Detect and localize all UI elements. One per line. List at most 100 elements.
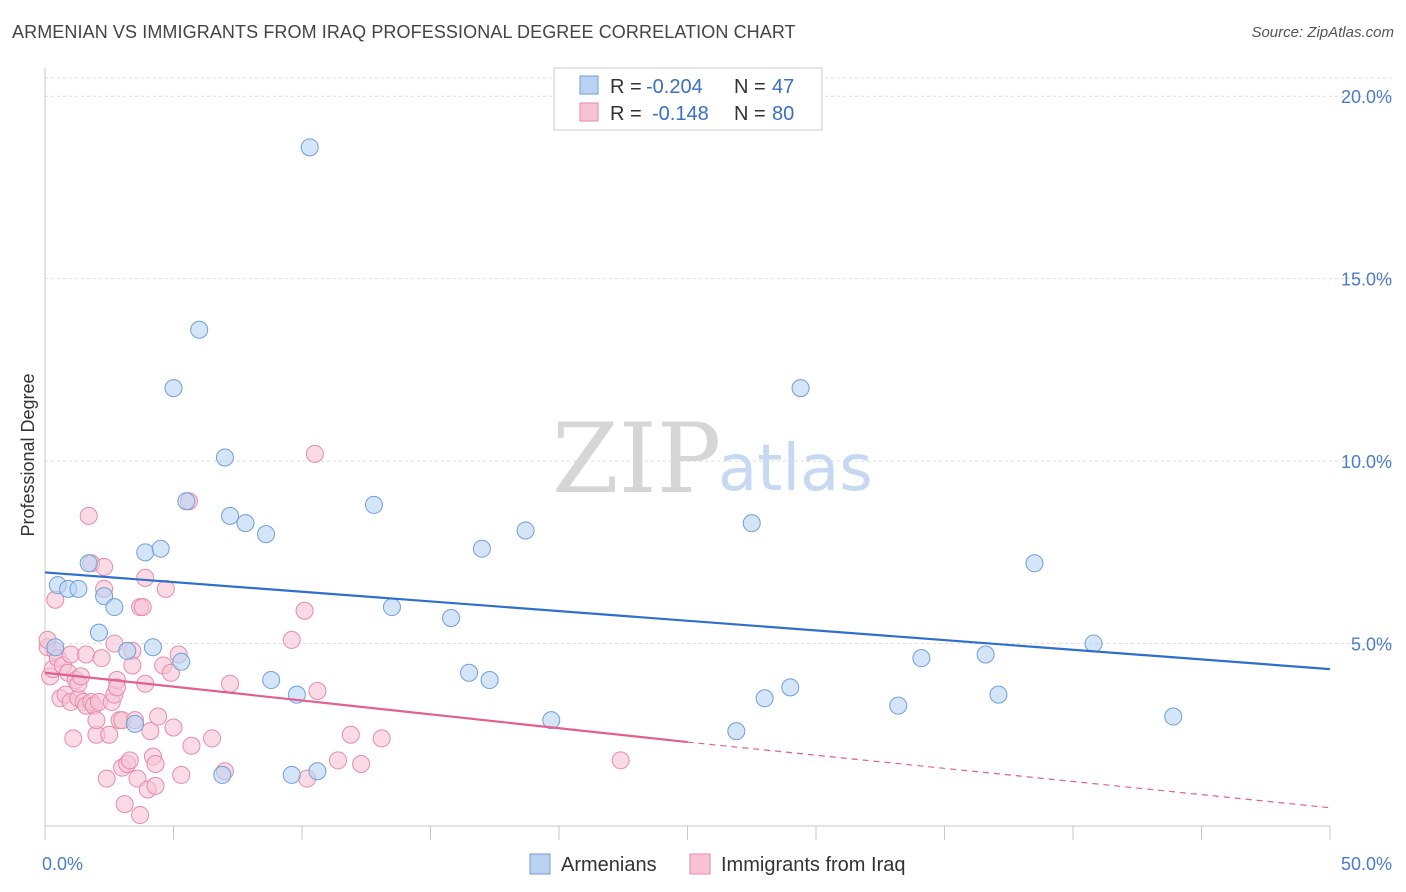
point-iraq-75	[328, 751, 347, 770]
y-tick-label-3: 20.0%	[1341, 87, 1392, 107]
legend-r-value-iraq: -0.148	[652, 103, 709, 125]
point-iraq-37	[107, 678, 126, 697]
point-armenians-18	[215, 448, 234, 467]
watermark-atlas: atlas	[718, 432, 873, 506]
point-iraq-47	[128, 769, 147, 788]
point-iraq-26	[87, 711, 106, 730]
y-tick-labels: 5.0% 10.0% 15.0% 20.0%	[1341, 87, 1392, 654]
x-tick-label-max: 50.0%	[1341, 854, 1392, 874]
y-tick-label-1: 10.0%	[1341, 452, 1392, 472]
correlation-legend: R = -0.204 N = 47 R = -0.148 N = 80	[553, 67, 823, 131]
point-armenians-45	[1084, 634, 1103, 653]
point-iraq-48	[131, 806, 150, 825]
watermark-zip: ZIP	[552, 403, 721, 515]
source-label: Source: ZipAtlas.com	[1251, 24, 1394, 41]
x-tick-labels: 0.0% 50.0%	[42, 854, 1392, 874]
legend-r-value-armenians: -0.204	[646, 76, 703, 98]
point-iraq-69	[221, 674, 240, 693]
point-armenians-16	[190, 320, 209, 339]
point-iraq-50	[133, 598, 152, 617]
point-armenians-32	[480, 671, 499, 690]
point-armenians-10	[136, 543, 155, 562]
x-tick-label-min: 0.0%	[42, 854, 83, 874]
point-armenians-20	[236, 514, 255, 533]
point-armenians-36	[742, 514, 761, 533]
point-iraq-76	[341, 725, 360, 744]
point-iraq-13	[64, 729, 83, 748]
legend-r-label-armenians: R =	[610, 76, 642, 98]
point-armenians-28	[382, 598, 401, 617]
point-armenians-25	[300, 138, 319, 157]
series-iraq-points	[38, 444, 630, 825]
axes	[44, 68, 1331, 840]
point-armenians-13	[164, 379, 183, 398]
point-iraq-77	[352, 754, 371, 773]
trend-line-iraq-extension	[687, 741, 1331, 809]
point-armenians-0	[46, 638, 65, 657]
point-armenians-8	[118, 641, 137, 660]
point-armenians-15	[177, 492, 196, 511]
y-tick-label-0: 5.0%	[1351, 635, 1392, 655]
point-armenians-7	[105, 598, 124, 617]
point-iraq-29	[95, 557, 114, 576]
point-iraq-21	[79, 506, 98, 525]
trend-lines	[44, 571, 1331, 809]
point-iraq-74	[308, 681, 327, 700]
point-iraq-61	[161, 663, 180, 682]
point-armenians-33	[516, 521, 535, 540]
series-legend: Armenians Immigrants from Iraq	[529, 853, 905, 876]
point-armenians-23	[282, 765, 301, 784]
series-armenians-points	[46, 138, 1183, 784]
point-armenians-19	[221, 506, 240, 525]
point-armenians-41	[912, 649, 931, 668]
bottom-legend-swatch-armenians	[529, 853, 551, 875]
point-iraq-58	[149, 707, 168, 726]
point-iraq-62	[164, 718, 183, 737]
point-iraq-57	[146, 754, 165, 773]
point-armenians-35	[727, 722, 746, 741]
point-armenians-38	[781, 678, 800, 697]
legend-n-label-armenians: N =	[734, 76, 766, 98]
point-armenians-37	[755, 689, 774, 708]
point-iraq-41	[115, 795, 134, 814]
point-armenians-26	[308, 762, 327, 781]
point-armenians-42	[976, 645, 995, 664]
point-armenians-3	[69, 579, 88, 598]
bottom-legend-swatch-iraq	[689, 853, 711, 875]
point-iraq-71	[295, 601, 314, 620]
point-iraq-12	[61, 645, 80, 664]
point-armenians-44	[1025, 554, 1044, 573]
point-iraq-67	[203, 729, 222, 748]
y-axis-label: Professional Degree	[18, 373, 38, 536]
point-armenians-12	[151, 539, 170, 558]
point-armenians-17	[213, 765, 232, 784]
point-armenians-31	[472, 539, 491, 558]
y-tick-label-2: 15.0%	[1341, 270, 1392, 290]
point-armenians-39	[791, 379, 810, 398]
point-armenians-46	[1164, 707, 1183, 726]
legend-n-value-iraq: 80	[772, 103, 794, 125]
point-iraq-31	[97, 769, 116, 788]
point-armenians-4	[79, 554, 98, 573]
point-iraq-73	[305, 444, 324, 463]
point-iraq-51	[136, 568, 155, 587]
point-iraq-54	[141, 722, 160, 741]
point-armenians-27	[364, 495, 383, 514]
point-armenians-34	[542, 711, 561, 730]
point-iraq-79	[611, 751, 630, 770]
point-iraq-20	[77, 645, 96, 664]
legend-swatch-armenians	[579, 75, 599, 95]
point-iraq-43	[120, 751, 139, 770]
point-armenians-43	[989, 685, 1008, 704]
point-armenians-5	[89, 623, 108, 642]
point-iraq-70	[282, 630, 301, 649]
legend-box	[553, 67, 823, 131]
point-armenians-14	[172, 652, 191, 671]
point-iraq-66	[182, 736, 201, 755]
chart-title: ARMENIAN VS IMMIGRANTS FROM IRAQ PROFESS…	[12, 22, 796, 42]
point-armenians-22	[262, 671, 281, 690]
point-iraq-60	[156, 579, 175, 598]
point-armenians-21	[257, 525, 276, 544]
trend-line-iraq	[44, 671, 688, 744]
point-armenians-9	[125, 714, 144, 733]
